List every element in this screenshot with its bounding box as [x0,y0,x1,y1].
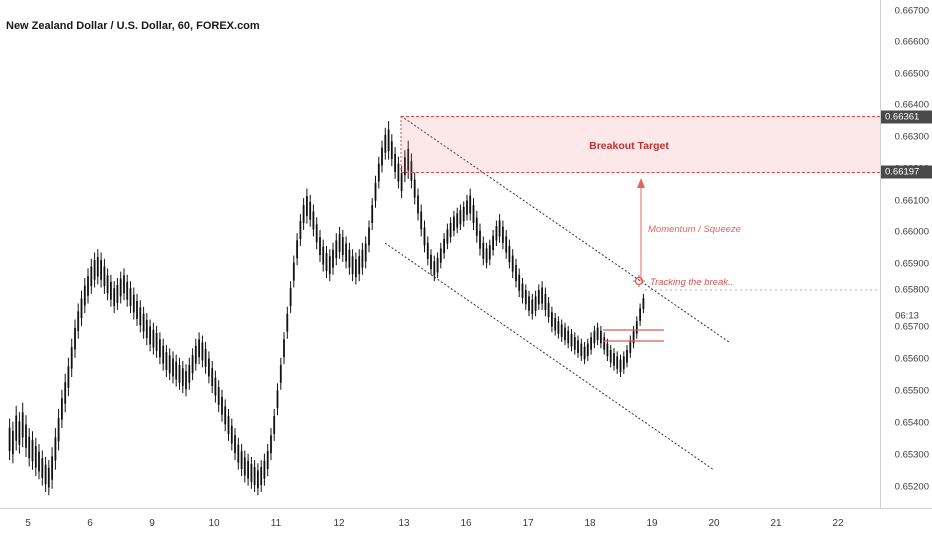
x-tick: 13 [398,518,410,529]
breakout-target-label: Breakout Target [589,140,669,152]
x-tick: 20 [708,518,720,529]
x-tick: 17 [522,518,534,529]
candle-series [8,121,645,496]
price-tag-upper: 0.66361 [881,110,932,124]
x-tick: 11 [270,518,282,529]
y-tick: 0.66000 [894,226,929,238]
y-tick: 0.66100 [894,195,929,207]
y-tick: 0.66600 [894,36,929,48]
y-tick: 0.66500 [894,68,929,80]
y-tick: 0.65900 [894,258,929,270]
x-tick: 22 [832,518,844,529]
y-tick: 0.66300 [894,131,929,143]
time-axis[interactable]: 5 6 9 10 11 12 13 16 17 18 19 20 21 22 [0,508,932,551]
y-tick: 0.65700 [894,321,929,333]
momentum-squeeze-label: Momentum / Squeeze [648,224,741,235]
breakout-target-zone[interactable] [401,116,880,173]
tracking-break-label: Tracking the break.. [650,277,734,288]
y-tick: 0.65400 [894,417,929,429]
x-tick: 21 [770,518,782,529]
channel-lower-trendline [384,242,715,471]
x-tick: 5 [25,518,31,529]
y-tick: 0.66700 [894,5,929,17]
time-tag: 06:13 [881,309,932,323]
y-tick: 0.66400 [894,99,929,111]
chart-plot-area[interactable]: Breakout Target Momentum / Squeeze Track… [0,0,880,508]
price-tag-lower: 0.66197 [881,165,932,179]
x-tick: 19 [646,518,658,529]
y-tick: 0.65500 [894,385,929,397]
chart-canvas [8,115,880,496]
y-tick: 0.65600 [894,353,929,365]
x-tick: 10 [208,518,220,529]
x-tick: 9 [149,518,155,529]
x-tick: 18 [584,518,596,529]
y-tick: 0.65200 [894,481,929,493]
x-tick: 12 [333,518,345,529]
page-title: New Zealand Dollar / U.S. Dollar, 60, FO… [6,20,260,32]
x-tick: 16 [460,518,472,529]
y-tick: 0.65800 [894,284,929,296]
momentum-arrow-head [637,178,645,188]
y-tick: 0.65300 [894,449,929,461]
price-axis[interactable]: 0.66700 0.66600 0.66500 0.66400 0.66300 … [880,0,932,508]
x-tick: 6 [87,518,93,529]
